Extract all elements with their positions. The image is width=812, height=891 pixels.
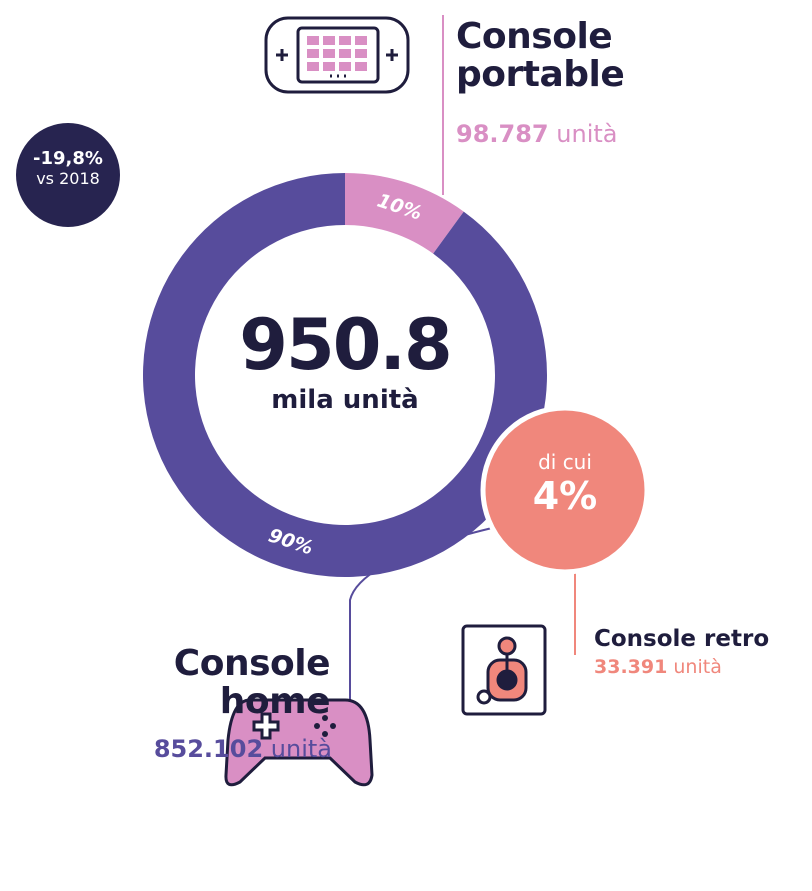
joystick-icon <box>461 624 547 716</box>
center-label: mila unità <box>271 385 419 415</box>
badge <box>16 123 120 227</box>
amount: 33.391 <box>594 656 668 678</box>
home-amount: 852.102 unità <box>154 735 332 763</box>
unit: unità <box>673 656 722 678</box>
donut: 10%90% <box>143 173 548 577</box>
retro-percent: 4% <box>532 474 598 518</box>
gamepad-icon <box>224 698 374 787</box>
retro-title: Console retro <box>594 626 770 652</box>
badge-text: -19,8% vs 2018 <box>16 148 120 188</box>
retro-amount: 33.391 unità <box>594 656 722 678</box>
retro-share: di cui 4% <box>485 450 645 518</box>
portable-title: Console portable <box>456 16 625 95</box>
amount: 98.787 <box>456 120 549 148</box>
center-value: 950.8 <box>239 304 452 386</box>
unit: unità <box>556 120 618 148</box>
retro-circle <box>480 405 650 575</box>
badge-change: -19,8% <box>33 148 103 169</box>
portable-icon <box>264 16 410 94</box>
center-text: 950.8 mila unità <box>195 305 495 415</box>
retro-intro: di cui <box>538 450 592 474</box>
unit: unità <box>270 735 332 763</box>
portable-amount: 98.787 unità <box>456 120 617 148</box>
badge-comparison: vs 2018 <box>36 169 100 188</box>
home-title: Console home <box>173 643 331 722</box>
slice <box>345 173 464 254</box>
amount: 852.102 <box>153 735 264 763</box>
